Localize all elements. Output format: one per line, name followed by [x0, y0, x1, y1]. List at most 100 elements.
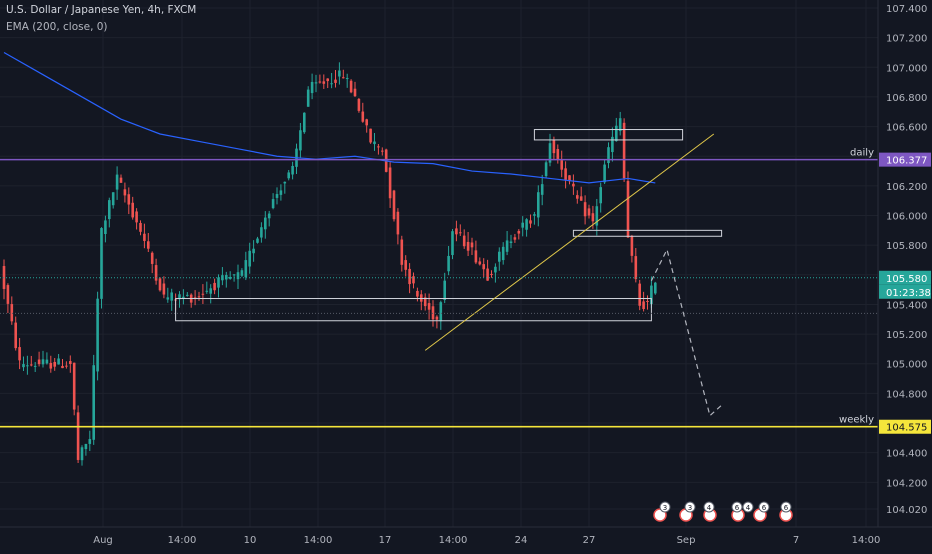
time-tick-label: 24 [515, 535, 528, 546]
candle-body [451, 231, 454, 256]
time-tick-label: 27 [583, 535, 596, 546]
last-price-tag: 105.580 [886, 274, 927, 285]
candle-body [654, 282, 657, 294]
candle-body [646, 301, 649, 303]
candle-body [412, 276, 415, 284]
candle-body [521, 222, 524, 228]
candle-body [330, 83, 333, 85]
candle-body [607, 147, 610, 164]
event-count-label: 6 [735, 504, 740, 512]
candle-body [381, 150, 384, 152]
candle-body [291, 165, 294, 175]
candle-body [490, 273, 493, 275]
candle-body [353, 88, 357, 97]
candle-body [248, 250, 251, 267]
candle-body [96, 298, 99, 372]
candle-body [564, 168, 567, 180]
candle-body [147, 241, 150, 249]
time-tick-label: Sep [677, 535, 696, 546]
candle-body [478, 261, 482, 265]
candle-body [150, 252, 154, 264]
price-tick-label: 104.400 [886, 449, 927, 460]
zone-box[interactable] [533, 129, 684, 141]
trendline[interactable] [424, 133, 715, 351]
candle-body [53, 361, 56, 367]
candle-body [326, 78, 329, 82]
candle-body [49, 362, 53, 369]
candle-body [599, 187, 602, 204]
candle-body [365, 119, 368, 126]
daily-price-tag: 106.377 [886, 156, 927, 167]
candle-body [595, 206, 599, 226]
event-count-badge [758, 501, 770, 513]
candle-body [423, 297, 427, 307]
candle-body [178, 294, 181, 300]
price-tick-label: 106.000 [886, 212, 927, 223]
price-scale[interactable] [878, 0, 932, 527]
candle-body [201, 293, 205, 295]
candle-body [400, 239, 404, 265]
event-count-badge [684, 501, 696, 513]
candle-body [630, 236, 634, 256]
ema-line [3, 51, 656, 184]
candle-body [236, 272, 240, 280]
price-tick-label: 106.800 [886, 93, 927, 104]
candle-body [560, 160, 563, 170]
candle-body [462, 235, 466, 247]
candle-body [494, 266, 497, 273]
candle-body [455, 228, 458, 235]
zone-box[interactable] [572, 229, 723, 237]
candle-body [572, 183, 575, 187]
candle-body [420, 294, 423, 302]
candle-body [14, 322, 17, 349]
daily-level-label: daily [850, 148, 874, 159]
candle-body [119, 177, 123, 183]
event-count-badge [731, 501, 743, 513]
candle-body [388, 167, 392, 199]
projection-path[interactable] [650, 247, 722, 417]
candle-body [505, 240, 509, 252]
time-scale[interactable] [0, 527, 932, 550]
candle-body [603, 164, 606, 183]
candle-body [509, 241, 513, 244]
symbol-title: U.S. Dollar / Japanese Yen, 4h, FXCM [6, 4, 197, 16]
candle-body [108, 200, 111, 220]
candle-body [556, 149, 560, 160]
candle-body [431, 306, 435, 320]
candle-body [548, 143, 552, 163]
candle-body [404, 260, 407, 270]
time-tick-label: 14:00 [304, 535, 333, 546]
time-tick-label: 17 [379, 535, 392, 546]
candle-body [303, 112, 306, 133]
candle-body [334, 79, 337, 83]
candle-body [45, 359, 49, 364]
candle-body [6, 285, 10, 304]
zone-box[interactable] [175, 298, 652, 322]
event-count-badge [742, 501, 754, 513]
candle-body [314, 82, 318, 84]
indicator-legend: EMA (200, close, 0) [6, 21, 108, 33]
candle-body [540, 184, 544, 195]
candle-body [143, 233, 146, 241]
price-tick-label: 105.000 [886, 360, 927, 371]
candle-body [76, 412, 80, 460]
candle-body [92, 365, 95, 440]
candle-body [513, 237, 517, 240]
candle-body [232, 274, 236, 276]
candle-body [498, 251, 501, 262]
candle-body [61, 365, 64, 369]
candle-body [369, 128, 372, 143]
candle-body [287, 172, 290, 179]
candle-body [271, 199, 275, 209]
candle-body [615, 125, 618, 142]
candle-body [244, 260, 248, 278]
time-tick-label: 14:00 [439, 535, 468, 546]
candle-body [338, 70, 341, 77]
bar-countdown-bg [879, 284, 931, 299]
weekly-price-tag-bg [879, 419, 931, 434]
last-price-tag-bg [879, 270, 931, 285]
candle-body [318, 81, 322, 83]
candle-body [252, 248, 255, 254]
